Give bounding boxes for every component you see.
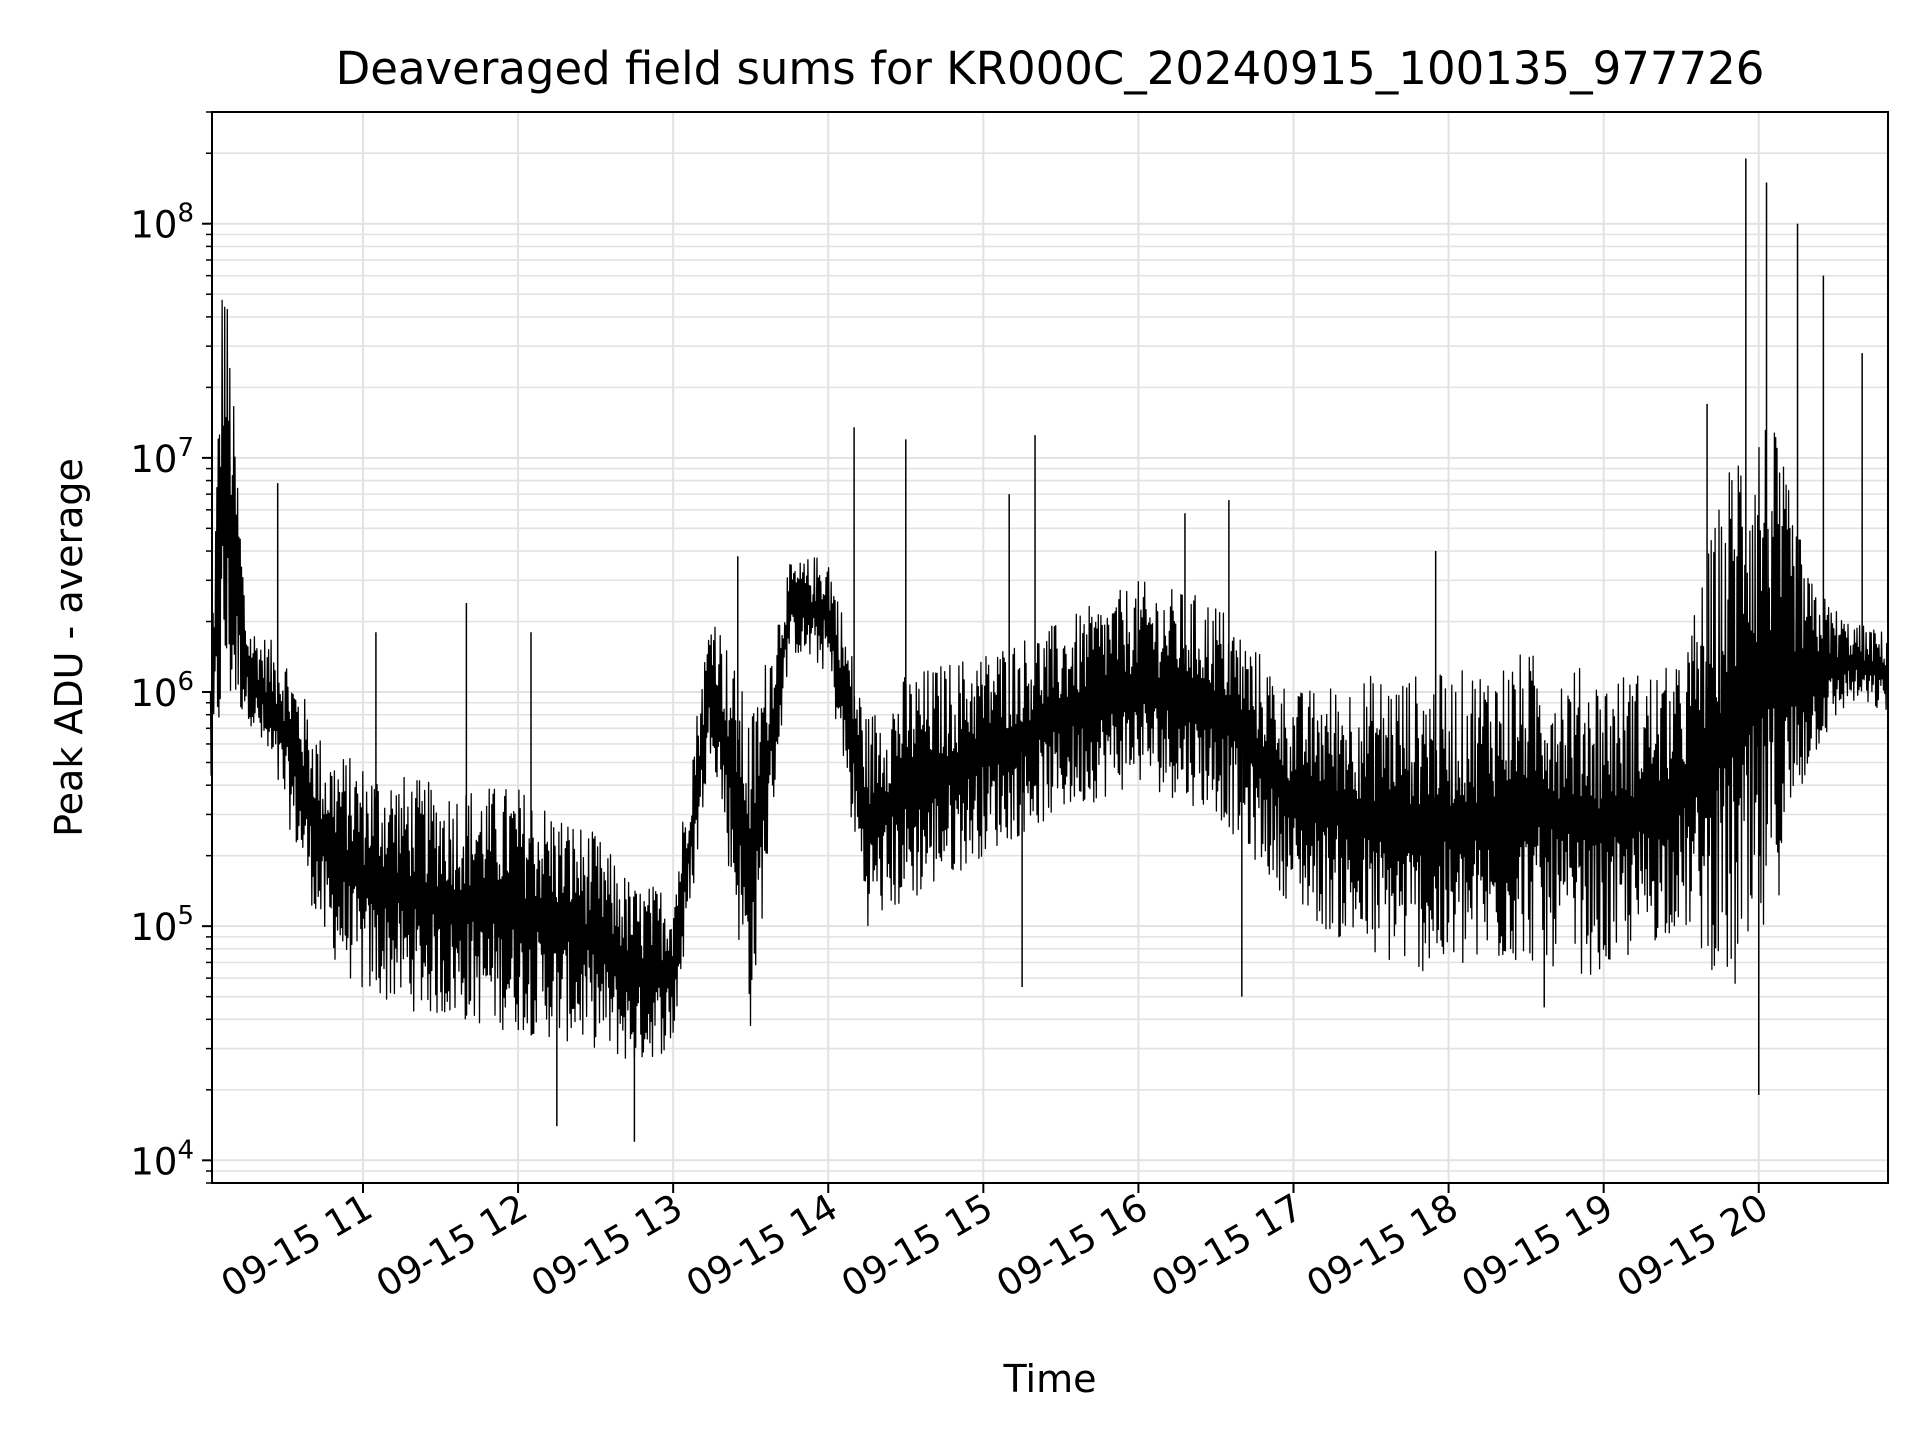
y-tick-exponent: 4 xyxy=(177,1135,194,1165)
y-tick-base: 10 xyxy=(130,906,177,949)
y-tick-label: 106 xyxy=(130,667,194,715)
data-series xyxy=(209,158,1889,1142)
y-tick-exponent: 7 xyxy=(177,433,194,463)
x-tick-label: 09-15 19 xyxy=(1455,1186,1621,1306)
x-tick-label: 09-15 12 xyxy=(369,1186,535,1306)
y-tick-base: 10 xyxy=(130,204,177,247)
y-tick-exponent: 6 xyxy=(177,667,194,697)
x-tick-label: 09-15 13 xyxy=(524,1186,690,1306)
x-tick-label: 09-15 15 xyxy=(834,1186,1000,1306)
x-tick-label: 09-15 11 xyxy=(214,1186,380,1306)
y-tick-base: 10 xyxy=(130,1140,177,1183)
series-line xyxy=(209,299,1889,1059)
y-tick-base: 10 xyxy=(130,672,177,715)
y-axis-label: Peak ADU - average xyxy=(47,458,91,837)
chart-title: Deaveraged field sums for KR000C_2024091… xyxy=(336,42,1765,95)
x-axis-label: Time xyxy=(1003,1357,1097,1401)
y-tick-label: 108 xyxy=(130,199,194,247)
x-tick-label: 09-15 20 xyxy=(1610,1186,1776,1306)
x-tick-label: 09-15 14 xyxy=(679,1186,845,1306)
grid xyxy=(212,111,1888,1184)
y-tick-base: 10 xyxy=(130,438,177,481)
x-tick-label: 09-15 16 xyxy=(989,1186,1155,1306)
plot-frame xyxy=(211,111,1889,1184)
y-tick-exponent: 8 xyxy=(177,199,194,229)
y-tick-label: 105 xyxy=(130,901,194,949)
y-tick-label: 107 xyxy=(130,433,194,481)
y-tick-exponent: 5 xyxy=(177,901,194,931)
x-tick-label: 09-15 17 xyxy=(1144,1186,1310,1306)
y-tick-label: 104 xyxy=(130,1135,194,1183)
x-tick-label: 09-15 18 xyxy=(1300,1186,1466,1306)
